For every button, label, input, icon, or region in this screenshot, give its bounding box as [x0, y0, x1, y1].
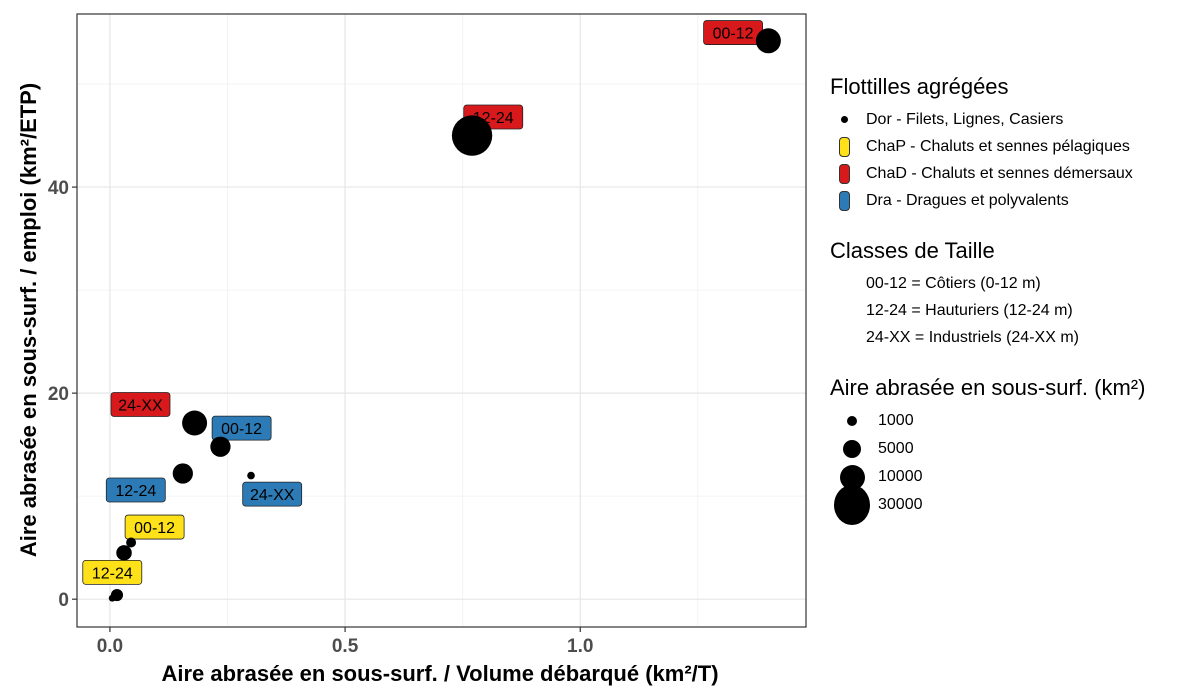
data-point	[126, 537, 137, 548]
legend-sizes: Aire abrasée en sous-surf. (km²) 1000 500…	[830, 375, 1200, 526]
x-tick-label: 1.0	[567, 636, 593, 657]
legend-classes: Classes de Taille 00-12 = Côtiers (0-12 …	[830, 238, 1200, 351]
legend-fleet-swatch	[840, 116, 848, 123]
legend-size-item: 30000	[834, 484, 1200, 526]
grid	[77, 14, 806, 627]
legend-fleet-key	[830, 116, 858, 123]
panel-border	[76, 13, 807, 628]
data-point	[116, 545, 132, 561]
point-label-box	[211, 415, 272, 441]
data-point	[247, 471, 255, 480]
legend-size-label: 10000	[878, 468, 923, 485]
point-label-box	[82, 559, 143, 585]
legend-fleet-item: Dra - Dragues et polyvalents	[830, 187, 1200, 214]
y-axis-title: Aire abrasée en sous-surf. / emploi (km²…	[16, 83, 41, 557]
data-point	[110, 588, 124, 602]
legend-size-label: 5000	[878, 440, 914, 457]
legend-fleet-key	[830, 136, 858, 157]
y-tick-label: 0	[58, 590, 69, 611]
data-points	[108, 28, 781, 602]
legend-fleet-key	[830, 190, 858, 211]
legend-size-item: 1000	[834, 407, 1200, 435]
legend-fleets-title: Flottilles agrégées	[830, 74, 1009, 99]
point-label-text: 24-XX	[250, 487, 295, 504]
legend-fleet-swatch	[838, 190, 850, 211]
point-label-text: 12-24	[115, 483, 156, 500]
legend: Flottilles agrégées Dor - Filets, Lignes…	[830, 74, 1200, 543]
point-label-box	[105, 477, 166, 503]
legend-fleet-key	[830, 163, 858, 184]
legend-fleet-label: Dra - Dragues et polyvalents	[866, 191, 1069, 209]
data-point	[210, 436, 231, 457]
data-point	[182, 410, 208, 436]
legend-sizes-title: Aire abrasée en sous-surf. (km²)	[830, 375, 1146, 400]
point-label-text: 12-24	[92, 565, 133, 582]
legend-fleet-label: Dor - Filets, Lignes, Casiers	[866, 110, 1064, 128]
legend-fleet-item: Dor - Filets, Lignes, Casiers	[830, 106, 1200, 133]
legend-fleet-label: ChaP - Chaluts et sennes pélagiques	[866, 137, 1130, 155]
legend-fleet-label: ChaD - Chaluts et sennes démersaux	[866, 164, 1133, 182]
scatter-chart: 12-2400-1212-2424-XX00-1224-XX12-2400-12…	[16, 13, 807, 686]
legend-size-label: 1000	[878, 412, 914, 429]
legend-classes-title: Classes de Taille	[830, 238, 995, 263]
legend-class-item: 24-XX = Industriels (24-XX m)	[866, 329, 1079, 346]
legend-fleets: Flottilles agrégées Dor - Filets, Lignes…	[830, 74, 1200, 214]
legend-size-label: 30000	[878, 496, 923, 513]
y-tick-label: 40	[48, 178, 69, 199]
point-label-box	[110, 392, 171, 417]
point-label-box	[124, 514, 185, 540]
legend-fleet-swatch	[838, 163, 850, 184]
data-point	[755, 28, 781, 54]
data-point	[172, 463, 193, 484]
legend-size-item: 10000	[834, 463, 1200, 491]
point-label-text: 24-XX	[118, 397, 163, 414]
x-tick-label: 0.0	[97, 636, 123, 657]
point-label-text: 00-12	[134, 520, 175, 537]
legend-size-dot	[834, 484, 870, 526]
legend-class-items: 00-12 = Côtiers (0-12 m) 12-24 = Hauturie…	[830, 270, 1200, 351]
x-tick-label: 0.5	[332, 636, 359, 657]
legend-size-key	[834, 415, 870, 427]
point-label-text: 00-12	[713, 26, 754, 43]
legend-size-dot	[846, 415, 858, 427]
axes: 0.0 0.5 1.0 0 20 40	[48, 178, 594, 657]
legend-class-item: 12-24 = Hauturiers (12-24 m)	[866, 302, 1073, 319]
legend-size-key	[834, 439, 870, 459]
legend-fleet-swatch	[838, 136, 850, 157]
legend-fleet-item: ChaP - Chaluts et sennes pélagiques	[830, 133, 1200, 160]
point-label-box	[242, 481, 303, 507]
legend-class-item: 00-12 = Côtiers (0-12 m)	[866, 275, 1041, 292]
x-axis-title: Aire abrasée en sous-surf. / Volume déba…	[161, 661, 718, 686]
point-label-text: 00-12	[221, 421, 262, 438]
legend-size-items: 1000 5000 10000 30000	[830, 407, 1200, 526]
y-tick-label: 20	[48, 384, 69, 405]
legend-size-dot	[842, 439, 862, 459]
legend-size-item: 5000	[834, 435, 1200, 463]
data-point	[451, 115, 493, 156]
legend-fleet-item: ChaD - Chaluts et sennes démersaux	[830, 160, 1200, 187]
legend-size-key	[834, 484, 870, 526]
legend-fleet-items: Dor - Filets, Lignes, Casiers ChaP - Chal…	[830, 106, 1200, 214]
